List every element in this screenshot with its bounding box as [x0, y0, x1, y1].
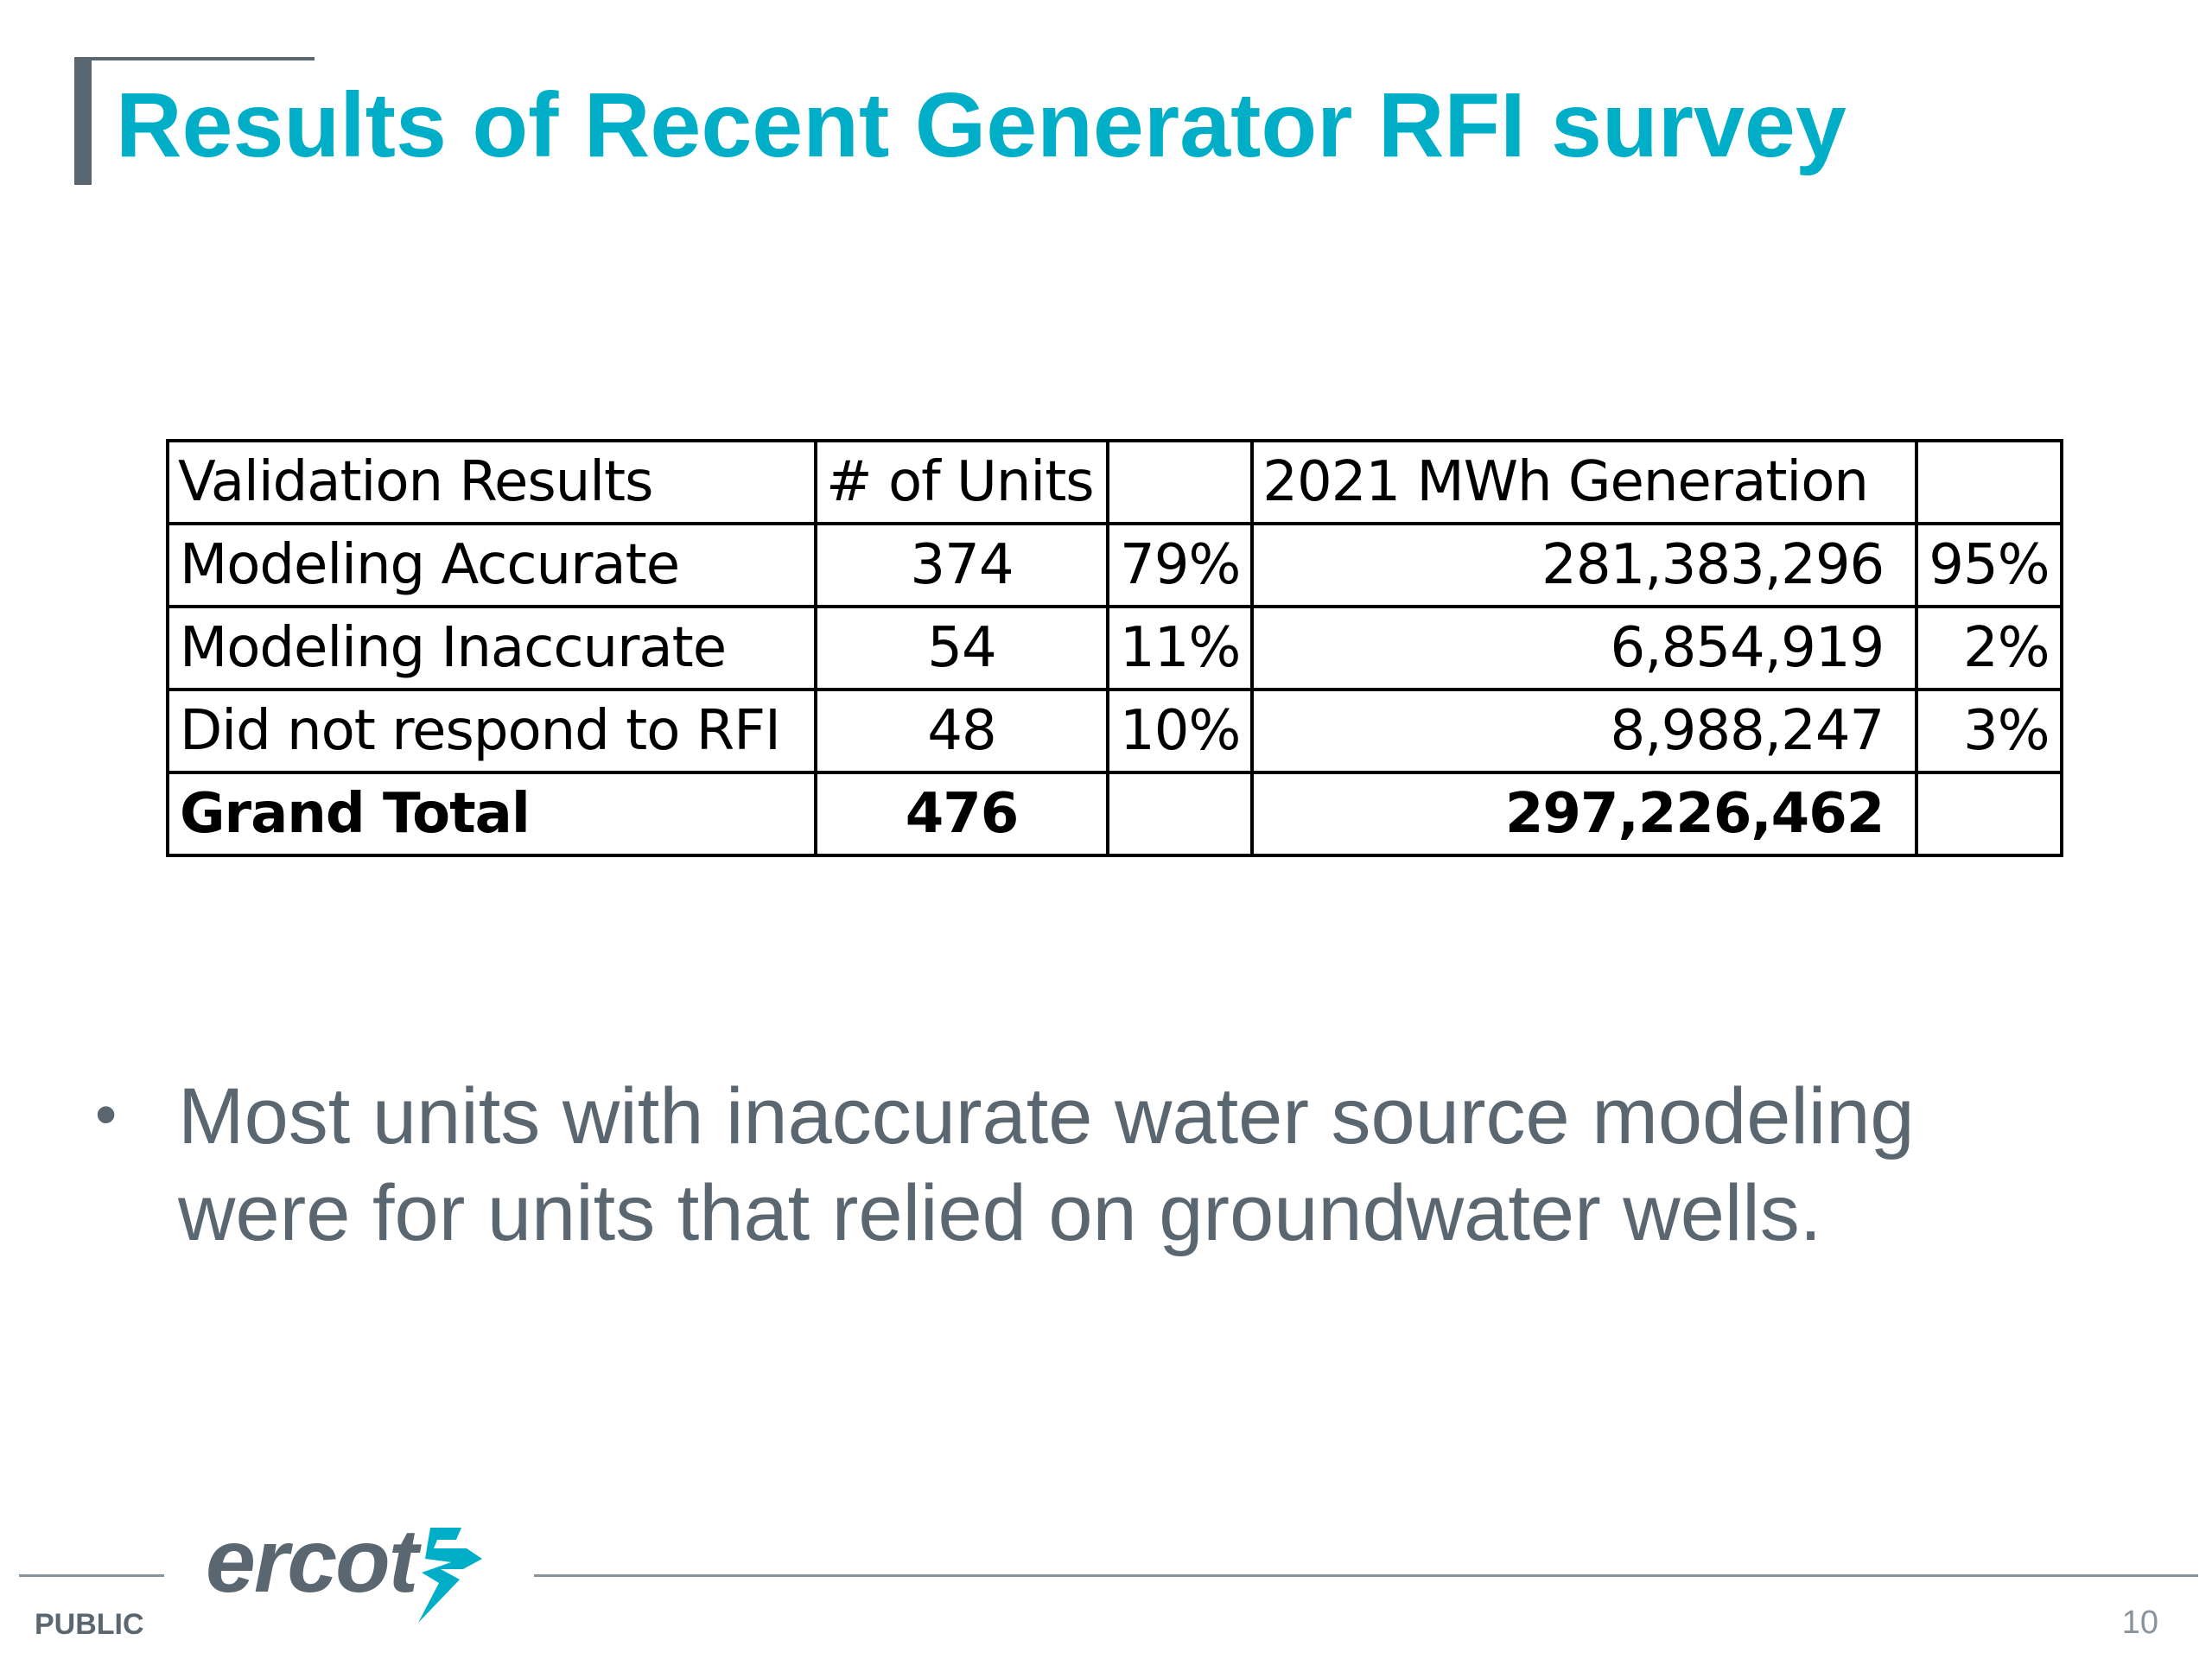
- row-generation: 281,383,296: [1250, 522, 1919, 608]
- row-units-pct: 79%: [1105, 522, 1255, 608]
- row-generation-pct: 95%: [1915, 522, 2063, 608]
- row-generation-pct: 2%: [1915, 605, 2063, 691]
- total-label: Grand Total: [166, 771, 817, 857]
- title-accent-bar-vertical: [74, 57, 92, 185]
- classification-label: PUBLIC: [35, 1608, 144, 1641]
- table-row: Did not respond to RFI 48 10% 8,988,247 …: [166, 688, 2063, 774]
- row-generation: 6,854,919: [1250, 605, 1919, 691]
- header-generation: 2021 MWh Generation: [1250, 439, 1919, 525]
- row-units: 48: [814, 688, 1109, 774]
- total-units: 476: [814, 771, 1109, 857]
- slide-title: Results of Recent Generator RFI survey: [116, 74, 1847, 176]
- row-units-pct: 10%: [1105, 688, 1255, 774]
- total-generation-pct: [1915, 771, 2063, 857]
- ercot-logo-text: ercot: [206, 1511, 418, 1611]
- header-generation-pct: [1915, 439, 2063, 525]
- bullet-text: Most units with inaccurate water source …: [178, 1072, 1915, 1257]
- header-units: # of Units: [814, 439, 1109, 525]
- footer-divider-right: [534, 1574, 2198, 1577]
- table-row: Modeling Inaccurate 54 11% 6,854,919 2%: [166, 605, 2063, 691]
- row-label: Did not respond to RFI: [166, 688, 817, 774]
- header-validation-results: Validation Results: [166, 439, 817, 525]
- footer-divider-left: [19, 1574, 164, 1577]
- row-generation-pct: 3%: [1915, 688, 2063, 774]
- table-total-row: Grand Total 476 297,226,462: [166, 771, 2063, 857]
- bullet-dot-icon: •: [95, 1080, 118, 1149]
- row-units: 54: [814, 605, 1109, 691]
- page-number: 10: [2121, 1605, 2158, 1641]
- row-units-pct: 11%: [1105, 605, 1255, 691]
- row-units: 374: [814, 522, 1109, 608]
- title-accent-bar-horizontal: [74, 57, 315, 60]
- ercot-lightning-bolt-icon: [418, 1528, 482, 1623]
- header-units-pct: [1105, 439, 1255, 525]
- total-units-pct: [1105, 771, 1255, 857]
- row-label: Modeling Accurate: [166, 522, 817, 608]
- row-label: Modeling Inaccurate: [166, 605, 817, 691]
- results-table: Validation Results # of Units 2021 MWh G…: [166, 439, 2063, 857]
- table-header-row: Validation Results # of Units 2021 MWh G…: [166, 439, 2063, 525]
- table-row: Modeling Accurate 374 79% 281,383,296 95…: [166, 522, 2063, 608]
- total-generation: 297,226,462: [1250, 771, 1919, 857]
- row-generation: 8,988,247: [1250, 688, 1919, 774]
